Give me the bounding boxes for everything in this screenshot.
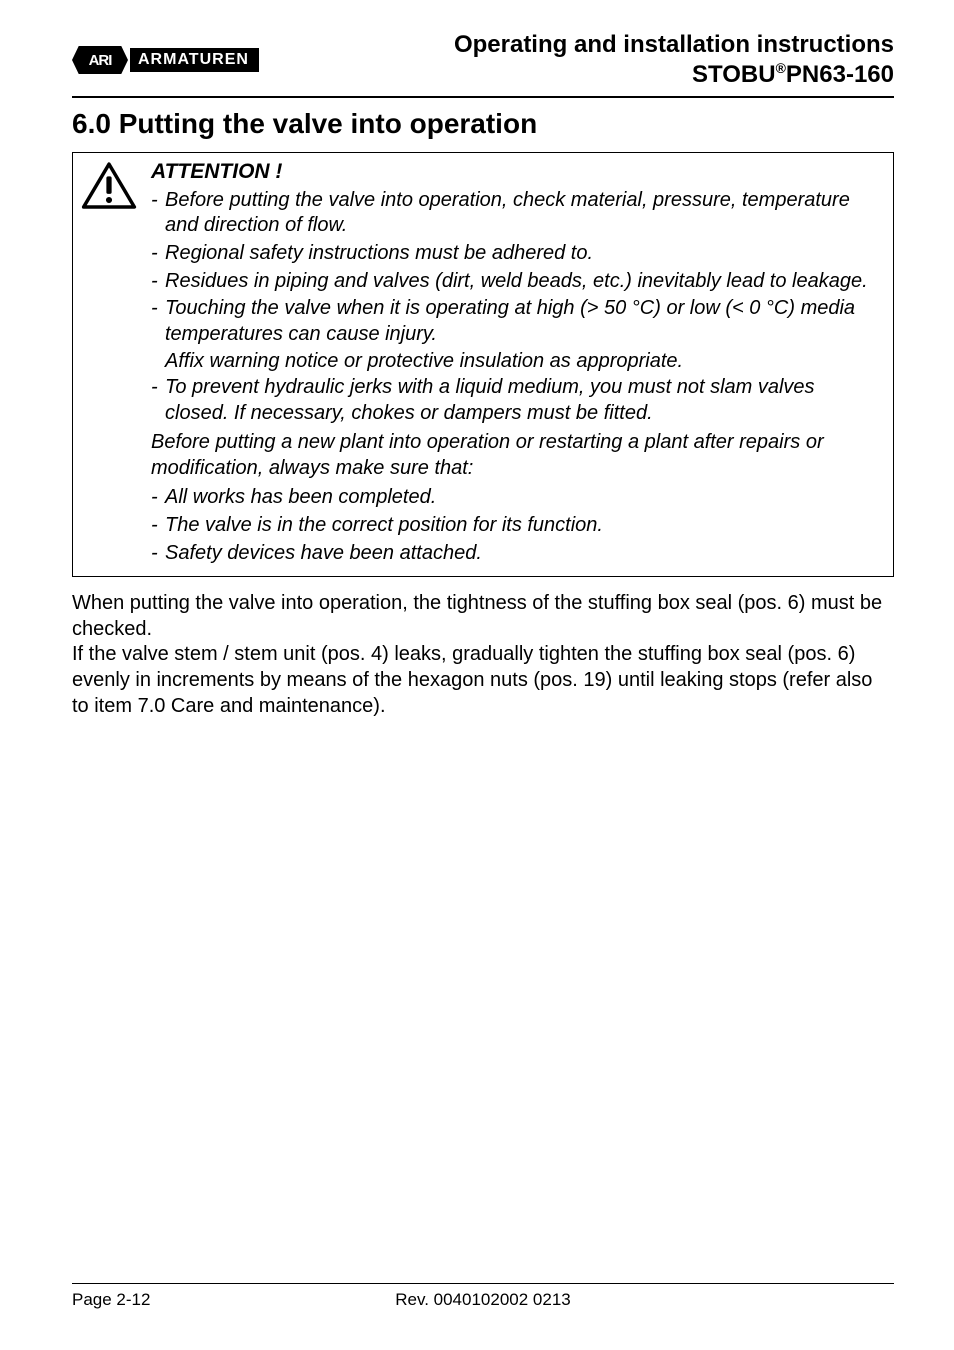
title-product: STOBU [692,61,776,88]
bullet-text: To prevent hydraulic jerks with a liquid… [165,375,881,426]
bullet-text: The valve is in the correct position for… [165,513,881,539]
attention-bullet: -Residues in piping and valves (dirt, we… [151,269,881,295]
bullet-text: Safety devices have been attached. [165,541,881,567]
attention-box: ATTENTION ! -Before putting the valve in… [72,152,894,577]
footer-divider [72,1283,894,1284]
bullet-text: Before putting the valve into operation,… [165,188,881,239]
brand-logo: ARI ARMATUREN [72,46,259,74]
attention-paragraph: Before putting a new plant into operatio… [151,430,881,481]
body-text: When putting the valve into operation, t… [72,591,894,719]
attention-bullet: -All works has been completed. [151,485,881,511]
attention-bullet: -The valve is in the correct position fo… [151,513,881,539]
attention-bullet: -To prevent hydraulic jerks with a liqui… [151,375,881,426]
logo-text: ARMATUREN [130,48,259,72]
title-line-1: Operating and installation instructions [454,30,894,60]
attention-bullet: -Before putting the valve into operation… [151,188,881,239]
registered-mark: ® [776,60,786,76]
logo-symbol: ARI [89,52,112,69]
bullet-text: Residues in piping and valves (dirt, wel… [165,269,881,295]
page-header: ARI ARMATUREN Operating and installation… [72,30,894,90]
body-paragraph: If the valve stem / stem unit (pos. 4) l… [72,642,894,719]
bullet-text: Regional safety instructions must be adh… [165,241,881,267]
footer-revision: Rev. 0040102002 0213 [72,1290,894,1310]
attention-bullet: -Safety devices have been attached. [151,541,881,567]
title-line-2: STOBU®PN63-160 [454,60,894,90]
attention-bullet: -Touching the valve when it is operating… [151,296,881,347]
attention-subline: Affix warning notice or protective insul… [151,349,881,375]
attention-bullet: -Regional safety instructions must be ad… [151,241,881,267]
header-divider [72,96,894,98]
bullet-text: All works has been completed. [165,485,881,511]
attention-heading: ATTENTION ! [151,159,881,186]
attention-content: ATTENTION ! -Before putting the valve in… [151,159,881,568]
logo-diamond-icon: ARI [72,46,128,74]
page-footer: Page 2-12 Rev. 0040102002 0213 [72,1283,894,1310]
bullet-text: Touching the valve when it is operating … [165,296,881,347]
title-model: PN63-160 [786,61,894,88]
document-title: Operating and installation instructions … [454,30,894,90]
section-heading: 6.0 Putting the valve into operation [72,108,894,140]
warning-icon [81,161,139,219]
body-paragraph: When putting the valve into operation, t… [72,591,894,642]
